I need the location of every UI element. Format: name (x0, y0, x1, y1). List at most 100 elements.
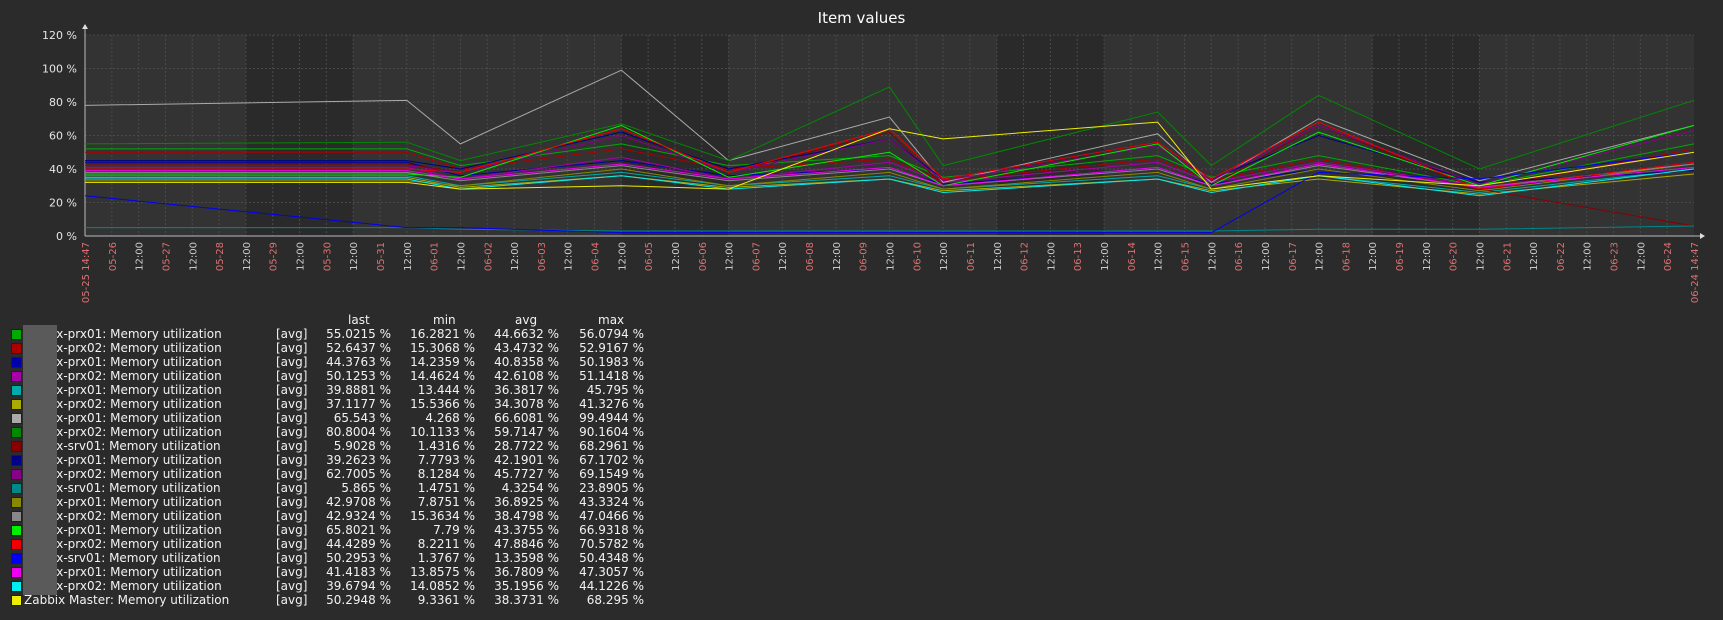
series-line-16 (85, 121, 1695, 190)
legend-max-value: 41.3276 % (579, 397, 644, 411)
legend-series-name: zabbix-srv01: Memory utilization (24, 481, 221, 495)
legend-function: [avg] (276, 523, 308, 537)
legend-row: zabbix-prx02: Memory utilization [avg] 39.… (0, 579, 700, 593)
legend-series-name: zabbix-srv01: Memory utilization (24, 439, 221, 453)
legend-row: zabbix-prx01: Memory utilization [avg] 41.… (0, 565, 700, 579)
legend-avg-value: 38.4798 % (494, 509, 559, 523)
legend-last-value: 37.1177 % (326, 397, 391, 411)
x-tick-label: 12:00 (296, 242, 307, 271)
legend-max-value: 50.4348 % (579, 551, 644, 565)
x-tick-label: 06-01 (430, 242, 441, 271)
legend-avg-value: 40.8358 % (494, 355, 559, 369)
legend-series-name: zabbix-prx01: Memory utilization (24, 327, 222, 341)
x-tick-label: 06-06 (698, 242, 709, 271)
legend-row: zabbix-prx01: Memory utilization [avg] 39.… (0, 453, 700, 467)
legend-series-name: zabbix-prx02: Memory utilization (24, 425, 222, 439)
legend-last-value: 50.2953 % (326, 551, 391, 565)
legend-function: [avg] (276, 411, 308, 425)
x-tick-label: 06-07 (751, 242, 762, 271)
legend-function: [avg] (276, 355, 308, 369)
x-tick-label: 12:00 (349, 242, 360, 271)
legend-row: zabbix-prx01: Memory utilization [avg] 39.… (0, 383, 700, 397)
x-tick-label: 12:00 (1315, 242, 1326, 271)
series-line-13 (85, 163, 1695, 192)
x-tick-label: 12:00 (1636, 242, 1647, 271)
legend-function: [avg] (276, 327, 308, 341)
y-tick-label: 40 % (49, 163, 77, 176)
series-line-20 (85, 121, 1695, 190)
x-tick-label: 12:00 (1583, 242, 1594, 271)
x-tick-label: 06-18 (1341, 242, 1352, 271)
x-end-label: 06-24 14:47 (1690, 242, 1701, 303)
legend-row: Zabbix Master: Memory utilization [avg] 50… (0, 593, 700, 607)
legend-avg-value: 43.4732 % (494, 341, 559, 355)
legend-min-value: 15.3634 % (410, 509, 475, 523)
legend-avg-value: 36.8925 % (494, 495, 559, 509)
legend-series-name: zabbix-prx01: Memory utilization (24, 383, 222, 397)
legend-max-value: 68.2961 % (579, 439, 644, 453)
x-tick-label: 12:00 (135, 242, 146, 271)
legend-min-value: 14.2359 % (410, 355, 475, 369)
legend-min-value: 8.2211 % (417, 537, 475, 551)
legend-header-min: min (433, 313, 456, 327)
x-tick-label: 12:00 (1368, 242, 1379, 271)
legend-series-name: zabbix-srv01: Memory utilization (24, 551, 221, 565)
y-tick-label: 120 % (42, 29, 77, 42)
x-tick-label: 05-28 (215, 242, 226, 271)
legend-function: [avg] (276, 341, 308, 355)
legend-row: zabbix-prx02: Memory utilization [avg] 44.… (0, 537, 700, 551)
x-tick-label: 06-08 (805, 242, 816, 271)
legend-last-value: 65.8021 % (326, 523, 391, 537)
series-line-5 (85, 168, 1695, 193)
legend-row: zabbix-prx02: Memory utilization [avg] 37.… (0, 397, 700, 411)
legend-min-value: 7.7793 % (417, 453, 475, 467)
legend-min-value: 1.4316 % (417, 439, 475, 453)
x-tick-label: 12:00 (671, 242, 682, 271)
x-tick-label: 06-02 (483, 242, 494, 271)
legend-series-name: zabbix-prx02: Memory utilization (24, 397, 222, 411)
legend-function: [avg] (276, 579, 308, 593)
legend-min-value: 13.444 % (417, 383, 475, 397)
legend-min-value: 7.79 % (433, 523, 475, 537)
x-tick-label: 12:00 (832, 242, 843, 271)
x-tick-label: 12:00 (778, 242, 789, 271)
legend-row: zabbix-srv01: Memory utilization [avg] 5.9… (0, 439, 700, 453)
legend-max-value: 67.1702 % (579, 453, 644, 467)
legend-last-value: 5.865 % (341, 481, 391, 495)
legend-last-value: 55.0215 % (326, 327, 391, 341)
legend-swatch (11, 357, 22, 368)
legend-function: [avg] (276, 397, 308, 411)
legend-min-value: 1.3767 % (417, 551, 475, 565)
x-tick-label: 12:00 (1422, 242, 1433, 271)
legend-min-value: 15.5366 % (410, 397, 475, 411)
legend-series-name: zabbix-prx01: Memory utilization (24, 495, 222, 509)
x-tick-label: 12:00 (1529, 242, 1540, 271)
legend-row: zabbix-prx02: Memory utilization [avg] 42.… (0, 509, 700, 523)
legend-function: [avg] (276, 369, 308, 383)
legend-max-value: 56.0794 % (579, 327, 644, 341)
legend-last-value: 50.2948 % (326, 593, 391, 607)
series-line-12 (85, 225, 1695, 232)
y-axis-arrow (82, 24, 88, 29)
legend-series-name: zabbix-prx02: Memory utilization (24, 579, 222, 593)
x-tick-label: 06-09 (859, 242, 870, 271)
x-tick-label: 12:00 (242, 242, 253, 271)
legend-min-value: 4.268 % (425, 411, 475, 425)
x-tick-label: 06-22 (1556, 242, 1567, 271)
legend-last-value: 65.543 % (333, 411, 391, 425)
legend-row: zabbix-prx02: Memory utilization [avg] 50.… (0, 369, 700, 383)
x-tick-label: 12:00 (1154, 242, 1165, 271)
legend-function: [avg] (276, 565, 308, 579)
legend-min-value: 9.3361 % (417, 593, 475, 607)
x-tick-label: 06-15 (1180, 242, 1191, 271)
x-tick-label: 06-12 (1020, 242, 1031, 271)
x-tick-label: 12:00 (1261, 242, 1272, 271)
legend-swatch (11, 343, 22, 354)
x-tick-label: 06-17 (1288, 242, 1299, 271)
legend-swatch (11, 469, 22, 480)
legend-avg-value: 42.1901 % (494, 453, 559, 467)
legend-last-value: 39.6794 % (326, 579, 391, 593)
y-tick-label: 60 % (49, 130, 77, 143)
legend-row: zabbix-prx02: Memory utilization [avg] 62.… (0, 467, 700, 481)
